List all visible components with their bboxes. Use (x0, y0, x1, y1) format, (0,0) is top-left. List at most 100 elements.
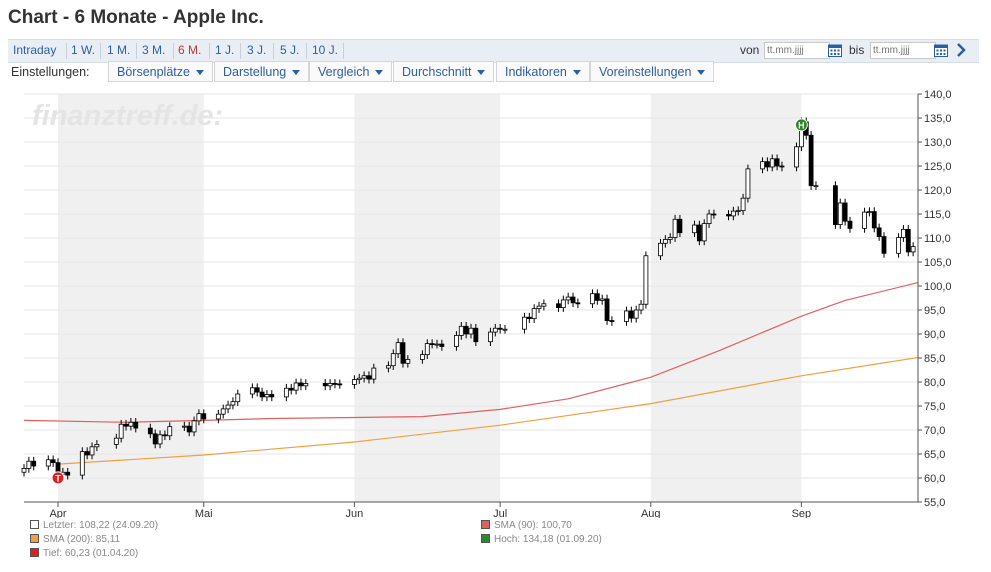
marker-label: T (55, 473, 61, 483)
menu-vergleich[interactable]: Vergleich (309, 61, 393, 82)
legend-swatch (481, 533, 490, 543)
candle (658, 242, 663, 257)
caret-down-icon (375, 70, 384, 76)
legend-low-text: Tief: 60,23 (01.04.20) (43, 548, 139, 559)
candle (293, 382, 299, 391)
y-tick-label: 75,0 (924, 401, 945, 413)
tab-divider (136, 43, 137, 59)
candle (536, 305, 542, 309)
tab-divider (100, 43, 101, 59)
candle (522, 316, 527, 330)
candle (439, 343, 445, 347)
caret-down-icon (697, 70, 706, 76)
candle (672, 218, 678, 238)
candle (181, 425, 187, 428)
candle (191, 420, 197, 433)
y-tick-label: 95,0 (924, 305, 945, 317)
candle (361, 375, 367, 379)
candle (502, 328, 508, 331)
menu-label: Börsenplätze (117, 65, 190, 79)
tab-10y[interactable]: 10 J. (312, 43, 339, 57)
menu-voreinstellungen[interactable]: Voreinstellungen (590, 61, 715, 82)
candle (876, 227, 882, 237)
chevron-right-icon[interactable] (955, 42, 967, 58)
candle (531, 308, 537, 320)
from-date-input[interactable] (764, 42, 830, 59)
candle (113, 437, 119, 445)
tab-divider (66, 43, 67, 59)
tab-3m[interactable]: 3 M. (142, 43, 166, 57)
y-tick-label: 60,0 (924, 473, 945, 485)
x-axis-ticks: Apr Mai Jun Jul Aug Sep (49, 502, 811, 518)
candle (201, 413, 207, 420)
candle (633, 309, 639, 319)
tab-3y[interactable]: 3 J. (247, 43, 267, 57)
calendar-icon[interactable] (828, 43, 842, 57)
y-tick-label: 120,0 (924, 185, 952, 197)
candle (794, 146, 799, 168)
candle (901, 228, 906, 238)
candle (711, 213, 717, 216)
candle (50, 459, 56, 464)
candle (701, 223, 707, 242)
sma-line (57, 356, 919, 465)
x-tick-label: Mai (195, 508, 213, 518)
candle (303, 383, 309, 387)
candle (604, 298, 610, 321)
candle (162, 434, 168, 437)
y-tick-label: 135,0 (924, 113, 952, 125)
candle (235, 393, 241, 403)
candle (196, 413, 202, 422)
x-tick-label: Jun (346, 508, 364, 518)
caret-down-icon (195, 70, 204, 76)
candle (65, 471, 71, 476)
candle (337, 383, 343, 386)
menu-durchschnitt[interactable]: Durchschnitt (393, 61, 495, 82)
candle (259, 391, 265, 398)
candle (434, 343, 440, 346)
menu-darstellung[interactable]: Darstellung (214, 61, 310, 82)
menu-boersenplaetze[interactable]: Börsenplätze (108, 61, 213, 82)
candle (118, 423, 124, 439)
to-date-input[interactable] (870, 42, 936, 59)
candle (556, 303, 561, 308)
candle (133, 421, 139, 429)
menu-indikatoren[interactable]: Indikatoren (496, 61, 590, 82)
x-tick-label: Sep (792, 508, 812, 518)
y-tick-label: 130,0 (924, 137, 952, 149)
candle (429, 343, 435, 346)
tab-divider (273, 43, 274, 59)
candle (862, 211, 867, 229)
y-tick-label: 140,0 (924, 89, 952, 101)
menu-label: Indikatoren (505, 65, 567, 79)
candle (463, 325, 469, 335)
candle (225, 404, 231, 410)
tab-divider (173, 43, 174, 59)
candle (283, 387, 289, 398)
tab-1w[interactable]: 1 W. (71, 43, 96, 57)
candle (366, 375, 372, 380)
calendar-icon[interactable] (934, 43, 948, 57)
caret-down-icon (572, 70, 581, 76)
tab-intraday[interactable]: Intraday (13, 43, 57, 57)
candle (643, 255, 649, 305)
legend-swatch (30, 533, 39, 543)
tab-1m[interactable]: 1 M. (107, 43, 131, 57)
tab-6m[interactable]: 6 M. (178, 43, 202, 57)
legend-sma200: SMA (200): 85,11 (30, 533, 120, 545)
candle (458, 325, 464, 336)
candle (910, 246, 916, 253)
y-axis-ticks: 55,0 60,0 65,0 70,0 75,0 80,0 85,0 90,0 95,0 100,… (918, 89, 952, 509)
tab-1y[interactable]: 1 J. (215, 43, 235, 57)
candle (590, 293, 595, 305)
candle (332, 383, 338, 385)
candle (497, 327, 503, 330)
x-tick-label: Jul (493, 508, 507, 518)
settings-label: Einstellungen: (11, 65, 90, 79)
tab-5y[interactable]: 5 J. (280, 43, 300, 57)
y-tick-label: 85,0 (924, 353, 945, 365)
candle (152, 433, 158, 445)
candle (842, 202, 848, 222)
month-shading (58, 94, 802, 502)
candle (254, 387, 260, 393)
